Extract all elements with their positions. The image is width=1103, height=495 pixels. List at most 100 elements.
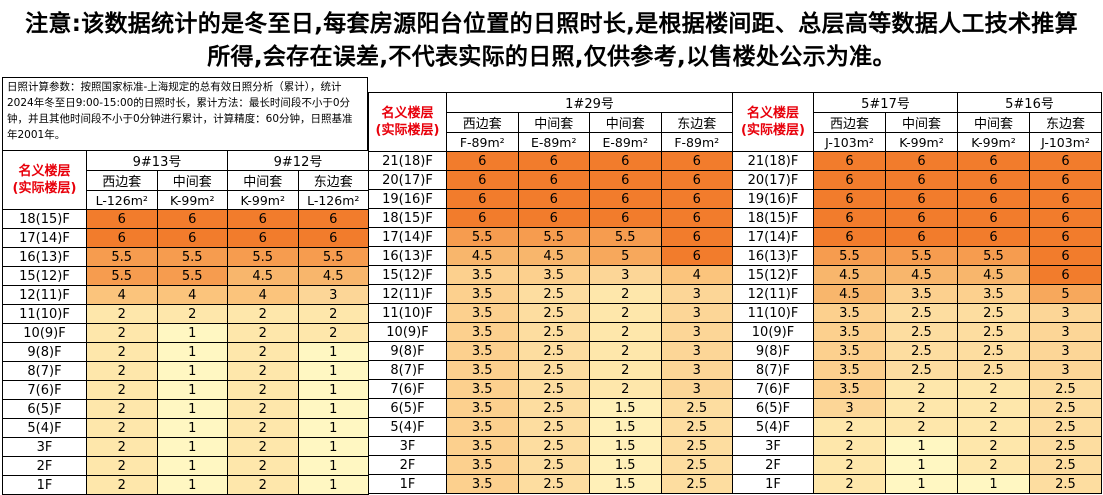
unit-type: L-126m² bbox=[297, 190, 369, 210]
sunlight-hours-cell: 3.5 bbox=[446, 436, 519, 456]
sunlight-hours-cell: 6 bbox=[1029, 227, 1102, 247]
sunlight-hours-cell: 6 bbox=[957, 170, 1030, 190]
table-row: 8(7)F 3.5 2.5 2.5 3 bbox=[732, 360, 1102, 380]
floor-label: 11(10)F bbox=[732, 303, 814, 323]
sunlight-hours-cell: 6 bbox=[957, 208, 1030, 228]
sunlight-hours-cell: 3 bbox=[660, 284, 734, 304]
floor-label: 20(17)F bbox=[732, 170, 814, 190]
sunlight-table-building-1: 名义楼层 (实际楼层) 1#29号 西边套 中间套 中间套 东边套 F-89m² E-89m² E… bbox=[368, 92, 734, 494]
sunlight-hours-cell: 2.5 bbox=[517, 417, 590, 437]
sunlight-hours-cell: 2 bbox=[86, 399, 158, 419]
notice-line-2: 所得,会存在误差,不代表实际的日照,仅供参考,以售楼处公示为准。 bbox=[207, 44, 896, 70]
sunlight-hours-cell: 3.5 bbox=[517, 265, 590, 285]
sunlight-hours-cell: 2.5 bbox=[885, 322, 958, 342]
sunlight-hours-cell: 5.5 bbox=[86, 247, 158, 267]
sunlight-hours-cell: 2 bbox=[227, 304, 299, 324]
sunlight-hours-cell: 2 bbox=[813, 455, 886, 475]
table-row: 5(4)F 2 2 2 2.5 bbox=[732, 417, 1102, 437]
table-row: 7(6)F 2 1 2 1 bbox=[2, 380, 369, 400]
sunlight-hours-cell: 5.5 bbox=[227, 247, 299, 267]
unit-type: K-99m² bbox=[885, 132, 958, 152]
sunlight-hours-cell: 3.5 bbox=[446, 303, 519, 323]
sunlight-hours-cell: 3.5 bbox=[813, 341, 886, 361]
sunlight-hours-cell: 5 bbox=[589, 246, 662, 266]
table-row: 20(17)F 6 6 6 6 bbox=[368, 170, 734, 190]
floor-label: 5(4)F bbox=[732, 417, 814, 437]
table-row: 7(6)F 3.5 2 2 2.5 bbox=[732, 379, 1102, 399]
sunlight-hours-cell: 1 bbox=[156, 361, 228, 381]
table-row: 16(13)F 5.5 5.5 5.5 5.5 bbox=[2, 247, 369, 267]
sunlight-hours-cell: 3 bbox=[589, 265, 662, 285]
sunlight-hours-cell: 2 bbox=[227, 475, 299, 495]
sunlight-hours-cell: 2 bbox=[86, 418, 158, 438]
table-row: 6(5)F 2 1 2 1 bbox=[2, 399, 369, 419]
sunlight-hours-cell: 2 bbox=[589, 284, 662, 304]
sunlight-hours-cell: 6 bbox=[227, 209, 299, 229]
table-row: 12(11)F 3.5 2.5 2 3 bbox=[368, 284, 734, 304]
table-row: 12(11)F 4 4 4 3 bbox=[2, 285, 369, 305]
sunlight-hours-cell: 3.5 bbox=[446, 474, 519, 494]
unit-position: 东边套 bbox=[297, 170, 369, 191]
sunlight-hours-cell: 1.5 bbox=[589, 417, 662, 437]
sunlight-hours-cell: 1 bbox=[297, 342, 369, 362]
sunlight-hours-cell: 4.5 bbox=[227, 266, 299, 286]
sunlight-hours-cell: 2.5 bbox=[517, 284, 590, 304]
sunlight-hours-cell: 1.5 bbox=[589, 455, 662, 475]
sunlight-hours-cell: 3 bbox=[1029, 341, 1102, 361]
floor-header-line: 名义楼层 bbox=[381, 106, 434, 121]
sunlight-hours-cell: 1.5 bbox=[589, 436, 662, 456]
sunlight-hours-cell: 2.5 bbox=[517, 398, 590, 418]
floor-header-line: (实际楼层) bbox=[12, 181, 77, 196]
header-row-unit-type: F-89m² E-89m² E-89m² F-89m² bbox=[369, 132, 734, 152]
sunlight-hours-cell: 6 bbox=[446, 170, 519, 190]
floor-label: 21(18)F bbox=[368, 151, 447, 171]
sunlight-hours-cell: 6 bbox=[885, 151, 958, 171]
floor-label: 6(5)F bbox=[368, 398, 447, 418]
sunlight-hours-cell: 2.5 bbox=[517, 360, 590, 380]
sunlight-hours-cell: 2.5 bbox=[957, 341, 1030, 361]
table-row: 2F 3.5 2.5 1.5 2.5 bbox=[368, 455, 734, 475]
unit-type: L-126m² bbox=[86, 190, 158, 210]
sunlight-hours-cell: 3.5 bbox=[446, 341, 519, 361]
sunlight-hours-cell: 6 bbox=[813, 170, 886, 190]
floor-label: 18(15)F bbox=[732, 208, 814, 228]
table-row: 18(15)F 6 6 6 6 bbox=[732, 208, 1102, 228]
sunlight-hours-cell: 6 bbox=[660, 151, 734, 171]
unit-position: 东边套 bbox=[1029, 112, 1102, 133]
sunlight-hours-cell: 6 bbox=[589, 189, 662, 209]
header-row-unit-position: 西边套 中间套 中间套 东边套 bbox=[733, 112, 1102, 133]
floor-column-header: 名义楼层 (实际楼层) bbox=[732, 92, 814, 152]
sunlight-hours-cell: 2 bbox=[885, 398, 958, 418]
sunlight-hours-cell: 3 bbox=[660, 322, 734, 342]
sunlight-hours-cell: 4.5 bbox=[957, 265, 1030, 285]
floor-label: 1F bbox=[2, 475, 87, 495]
sunlight-hours-cell: 1 bbox=[885, 474, 958, 494]
sunlight-hours-cell: 2 bbox=[156, 304, 228, 324]
sunlight-hours-cell: 2.5 bbox=[517, 455, 590, 475]
sunlight-hours-cell: 2 bbox=[957, 455, 1030, 475]
table-row: 15(12)F 5.5 5.5 4.5 4.5 bbox=[2, 266, 369, 286]
sunlight-hours-cell: 2 bbox=[86, 304, 158, 324]
sunlight-hours-cell: 4 bbox=[227, 285, 299, 305]
sunlight-hours-cell: 4.5 bbox=[885, 265, 958, 285]
sunlight-hours-cell: 3 bbox=[813, 398, 886, 418]
sunlight-hours-cell: 6 bbox=[86, 209, 158, 229]
sunlight-hours-cell: 4 bbox=[660, 265, 734, 285]
floor-label: 16(13)F bbox=[368, 246, 447, 266]
sunlight-hours-cell: 3.5 bbox=[446, 322, 519, 342]
sunlight-hours-cell: 1 bbox=[156, 418, 228, 438]
sunlight-hours-cell: 3 bbox=[660, 341, 734, 361]
floor-label: 16(13)F bbox=[732, 246, 814, 266]
notice-banner: 注意:该数据统计的是冬至日,每套房源阳台位置的日照时长,是根据楼间距、总层高等数… bbox=[0, 0, 1103, 84]
table-row: 2F 2 1 2 2.5 bbox=[732, 455, 1102, 475]
sunlight-hours-cell: 1 bbox=[297, 418, 369, 438]
sunlight-hours-cell: 2.5 bbox=[517, 303, 590, 323]
floor-label: 2F bbox=[2, 456, 87, 476]
sunlight-hours-cell: 3.5 bbox=[885, 284, 958, 304]
sunlight-hours-cell: 2 bbox=[227, 380, 299, 400]
header-row-unit-position: 西边套 中间套 中间套 东边套 bbox=[369, 112, 734, 133]
floor-header-line: 名义楼层 bbox=[18, 164, 71, 179]
sunlight-hours-cell: 6 bbox=[813, 227, 886, 247]
sunlight-hours-cell: 6 bbox=[1029, 265, 1102, 285]
sunlight-hours-cell: 6 bbox=[156, 209, 228, 229]
